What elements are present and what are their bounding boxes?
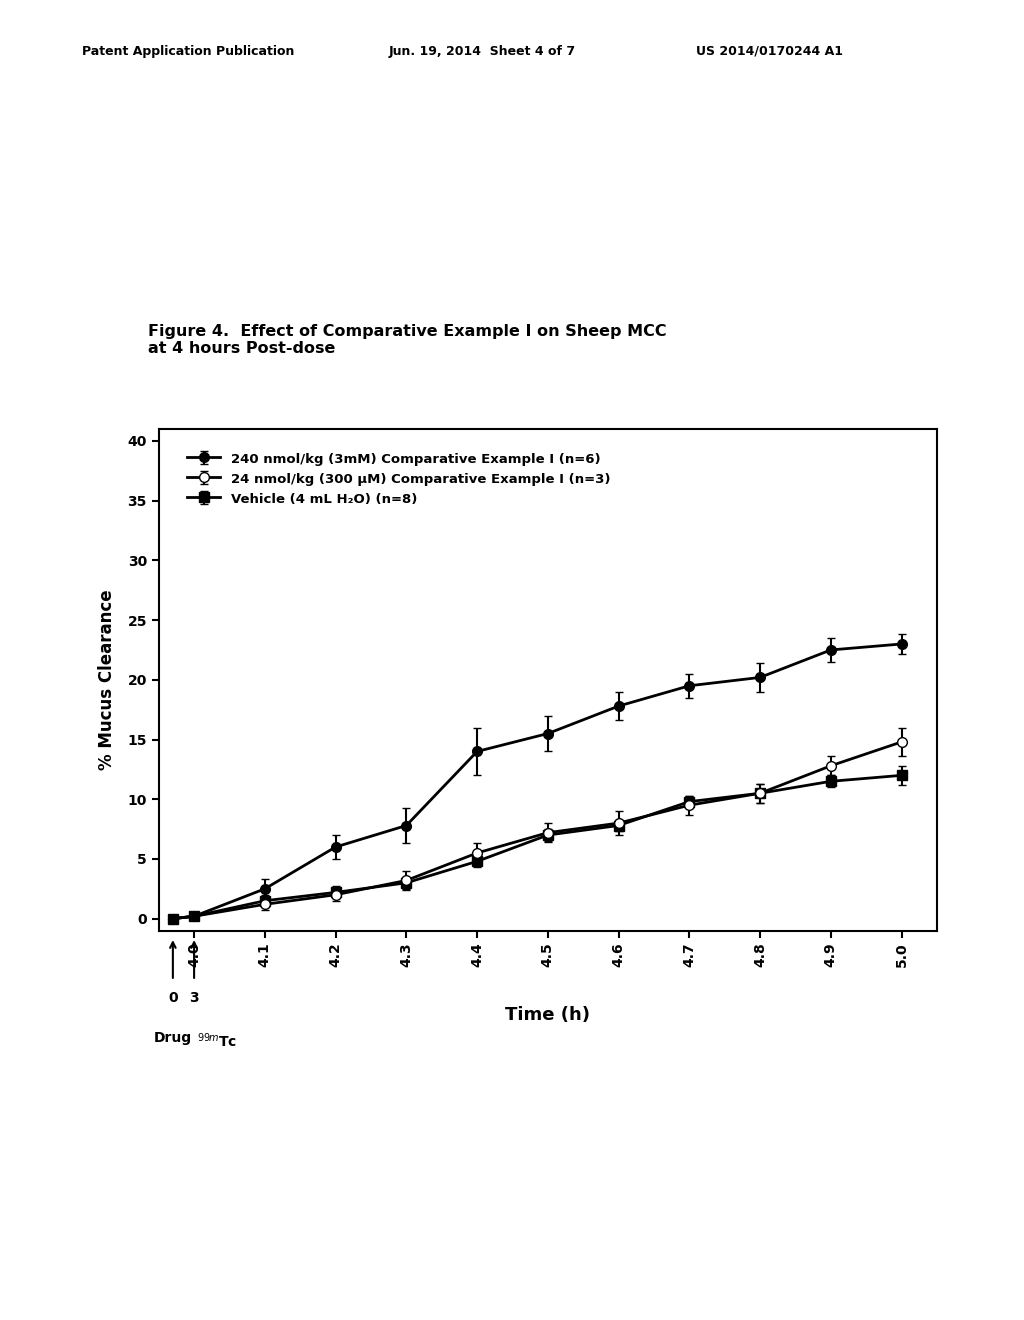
- Text: US 2014/0170244 A1: US 2014/0170244 A1: [696, 45, 844, 58]
- Text: Figure 4.  Effect of Comparative Example I on Sheep MCC
at 4 hours Post-dose: Figure 4. Effect of Comparative Example …: [148, 323, 667, 356]
- Text: Patent Application Publication: Patent Application Publication: [82, 45, 294, 58]
- X-axis label: Time (h): Time (h): [505, 1006, 591, 1024]
- Y-axis label: % Mucus Clearance: % Mucus Clearance: [98, 590, 117, 770]
- Legend: 240 nmol/kg (3mM) Comparative Example I (n=6), 24 nmol/kg (300 μM) Comparative E: 240 nmol/kg (3mM) Comparative Example I …: [181, 446, 617, 512]
- Text: 0: 0: [168, 991, 178, 1006]
- Text: Jun. 19, 2014  Sheet 4 of 7: Jun. 19, 2014 Sheet 4 of 7: [389, 45, 577, 58]
- Text: $^{99m}$Tc: $^{99m}$Tc: [198, 1031, 238, 1049]
- Text: 3: 3: [189, 991, 199, 1006]
- Text: Drug: Drug: [154, 1031, 191, 1045]
